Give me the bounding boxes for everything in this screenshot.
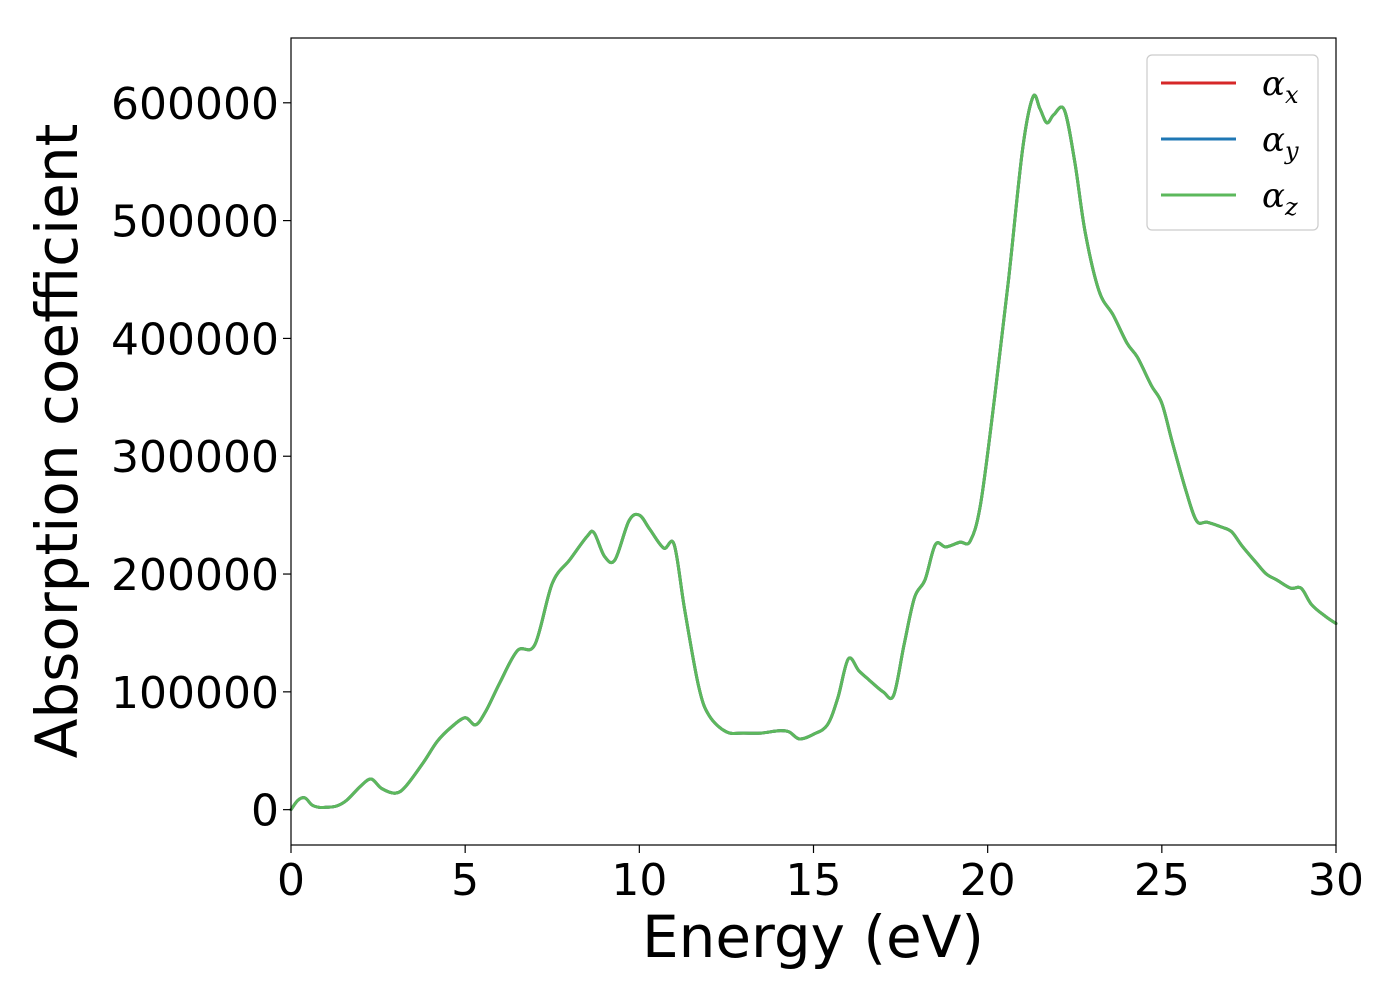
y-axis-title: Absorption coefficient <box>23 124 91 759</box>
y-tick-label: 100000 <box>111 668 279 719</box>
y-tick-label: 300000 <box>111 432 279 483</box>
x-tick-label: 5 <box>451 855 479 906</box>
x-tick-label: 25 <box>1134 855 1190 906</box>
y-tick-label: 0 <box>251 786 279 837</box>
y-tick-label: 400000 <box>111 314 279 365</box>
x-axis-title: Energy (eV) <box>642 903 984 971</box>
series-line-z <box>289 93 1338 812</box>
x-tick-label: 30 <box>1308 855 1364 906</box>
legend-box <box>1146 54 1319 231</box>
x-tick-label: 20 <box>960 855 1016 906</box>
y-axis-ticks: 0 100000 200000 300000 400000 500000 600000 <box>111 79 291 837</box>
y-tick-label: 200000 <box>111 550 279 601</box>
series-layer <box>289 93 1338 812</box>
x-axis-ticks: 0 5 10 15 20 25 30 <box>277 845 1364 906</box>
y-tick-label: 500000 <box>111 197 279 248</box>
x-tick-label: 15 <box>786 855 842 906</box>
x-tick-label: 0 <box>277 855 305 906</box>
y-tick-label: 600000 <box>111 79 279 130</box>
x-tick-label: 10 <box>611 855 667 906</box>
